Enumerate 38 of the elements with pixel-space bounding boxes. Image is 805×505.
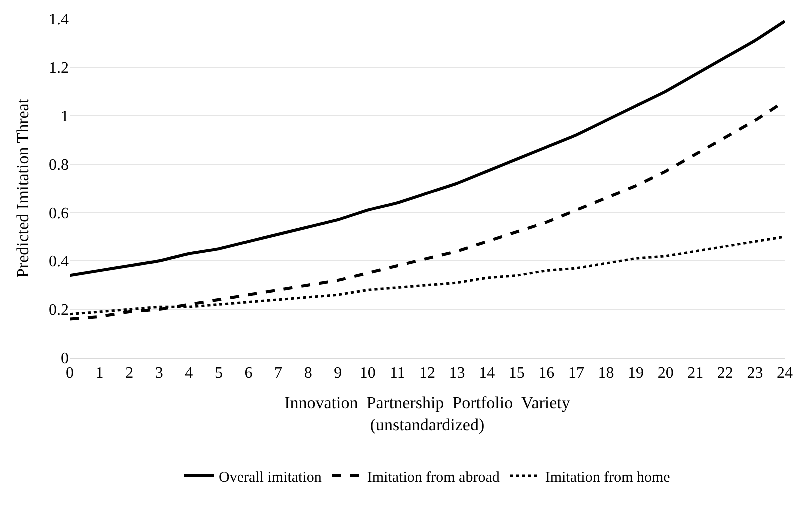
x-tick-label: 11	[390, 365, 406, 382]
x-tick-label: 4	[185, 365, 194, 382]
x-tick-label: 3	[155, 365, 164, 382]
x-tick-label: 15	[508, 365, 525, 382]
x-tick-label: 19	[628, 365, 644, 382]
y-tick-label: 0.4	[49, 254, 69, 271]
legend-label: Imitation from home	[545, 470, 671, 486]
y-tick-label: 0	[61, 350, 69, 368]
x-tick-label: 8	[304, 365, 312, 382]
x-axis-title: Innovation Partnership Portfolio Variety (unstandardized)	[284, 394, 571, 435]
legend-label: Imitation from abroad	[367, 470, 500, 486]
x-tick-label: 9	[334, 365, 342, 382]
x-tick-label: 13	[449, 365, 466, 382]
x-tick-label: 22	[717, 365, 734, 382]
x-tick-label: 6	[244, 365, 253, 382]
x-tick-label: 1	[96, 365, 104, 382]
legend-label: Overall imitation	[219, 470, 322, 486]
x-tick-label: 23	[747, 365, 764, 382]
y-tick-label: 0.2	[49, 302, 69, 320]
x-tick-label: 18	[598, 365, 614, 382]
x-tick-label: 2	[126, 365, 134, 382]
y-axis-title: Predicted Imitation Threat	[14, 98, 33, 278]
y-tick-label: 0.6	[49, 205, 69, 222]
x-tick-label: 7	[274, 365, 283, 382]
x-tick-label: 12	[420, 365, 436, 382]
x-tick-label: 21	[688, 365, 704, 382]
y-tick-label: 0.8	[49, 156, 69, 174]
x-tick-label: 20	[658, 365, 674, 382]
y-tick-label: 1.4	[49, 12, 69, 29]
x-tick-label: 17	[568, 365, 584, 382]
x-tick-label: 14	[479, 365, 496, 382]
x-tick-label: 10	[360, 365, 376, 382]
line-series	[70, 20, 785, 278]
x-tick-label: 16	[538, 365, 555, 382]
x-tick-label: 24	[777, 365, 793, 382]
x-tick-label: 5	[214, 365, 223, 382]
y-tick-label: 1.2	[49, 60, 69, 78]
y-tick-label: 1	[61, 108, 69, 126]
